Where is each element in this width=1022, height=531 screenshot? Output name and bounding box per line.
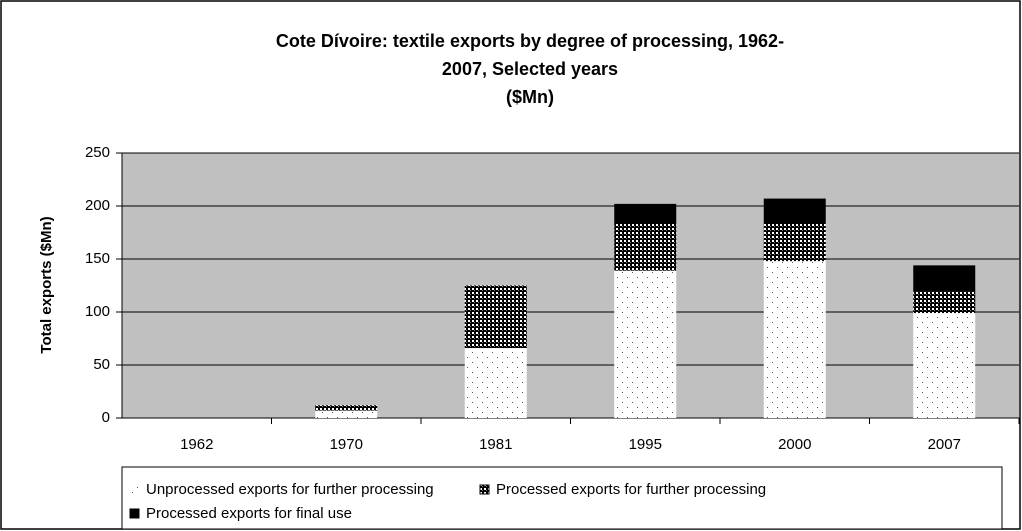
y-tick-label: 150 [85,250,110,267]
bar-segment [913,313,976,418]
legend-swatch [129,508,140,519]
bar-segment [614,203,677,225]
y-tick-label: 50 [93,356,110,373]
bar-segment [464,348,527,418]
y-tick-label: 100 [85,303,110,320]
y-tick-label: 200 [85,197,110,214]
x-tick-label: 2000 [778,436,811,453]
chart-title: Cote Dívoire: textile exports by degree … [276,31,784,51]
legend-label: Processed exports for final use [146,505,352,522]
y-axis-label: Total exports ($Mn) [38,216,55,353]
legend-swatch [130,485,139,494]
x-tick-label: 1981 [479,436,512,453]
legend-box [121,466,1003,530]
y-tick-label: 250 [85,144,110,161]
plot-area [122,153,1019,418]
bar-segment [763,198,826,225]
x-tick-label: 2007 [928,436,961,453]
chart-title: 2007, Selected years [442,59,618,79]
bar-segment [614,270,677,418]
legend-swatch [479,484,490,495]
bar-segment [913,291,976,314]
bar-segment [763,224,826,262]
bar-segment [315,405,378,411]
bar-segment [913,265,976,292]
bar-segment [315,410,378,418]
bar-segment [614,224,677,271]
x-tick-label: 1962 [180,436,213,453]
x-tick-label: 1970 [330,436,363,453]
bar-segment [763,261,826,418]
legend-label: Processed exports for further processing [496,481,766,498]
legend-label: Unprocessed exports for further processi… [146,481,434,498]
bar-segment [464,285,527,349]
x-tick-label: 1995 [629,436,662,453]
chart-title: ($Mn) [506,87,554,107]
y-tick-label: 0 [102,409,110,426]
